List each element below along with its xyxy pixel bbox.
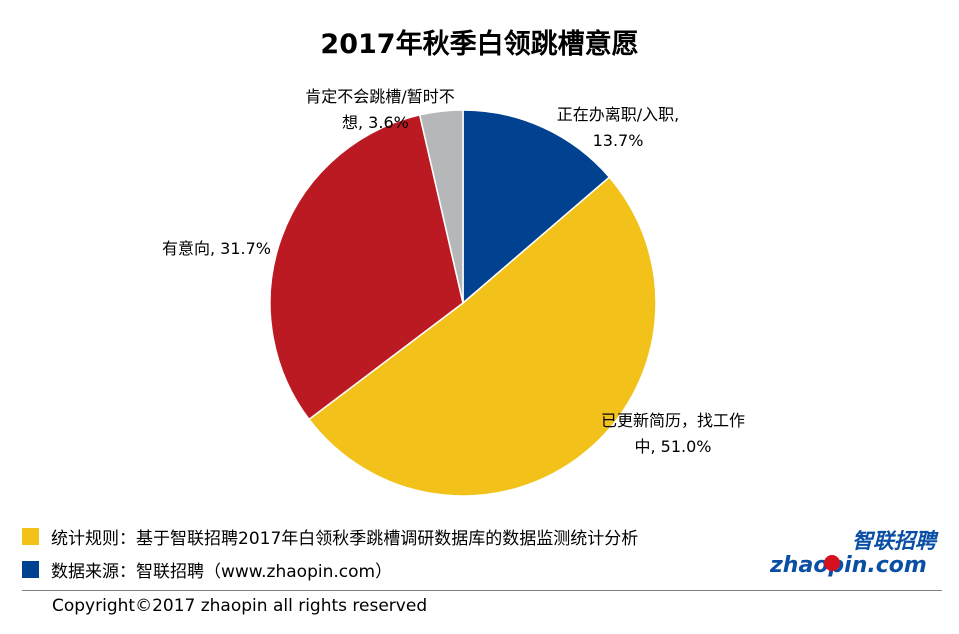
slice-label-leaving: 正在办离职/入职, 13.7%	[556, 105, 680, 150]
legend-text-stat-rule: 统计规则：基于智联招聘2017年白领秋季跳槽调研数据库的数据监测统计分析	[51, 528, 639, 549]
pie-slice-leaving	[462, 109, 611, 305]
chart-title: 2017年秋季白领跳槽意愿	[320, 29, 639, 60]
logo-chinese-text: 智联招聘	[852, 529, 939, 553]
legend-swatch-yellow	[22, 527, 39, 545]
pie-slice-intending	[269, 114, 464, 421]
legend-stat-rule: 统计规则：基于智联招聘2017年白领秋季跳槽调研数据库的数据监测统计分析	[22, 524, 639, 549]
logo-english-text: zhaopin.com	[770, 553, 927, 578]
slice-label-resume-updated: 已更新简历，找工作 中, 51.0%	[600, 411, 745, 456]
copyright-text: Copyright©2017 zhaopin all rights reserv…	[52, 596, 428, 616]
logo-red-dot-icon	[824, 555, 840, 571]
pie-slice-not-leaving	[418, 109, 464, 304]
zhaopin-logo: 智联招聘 zhaopin.com	[770, 529, 939, 578]
footer-divider	[22, 590, 942, 591]
pie-slice-resume-updated	[307, 176, 657, 497]
legend-swatch-blue	[22, 560, 39, 578]
slice-label-intending: 有意向, 31.7%	[162, 239, 272, 258]
legend-text-data-source: 数据来源：智联招聘（www.zhaopin.com）	[51, 561, 393, 582]
legend-data-source: 数据来源：智联招聘（www.zhaopin.com）	[22, 557, 393, 582]
slice-label-not-leaving: 肯定不会跳槽/暂时不 想, 3.6%	[305, 87, 455, 132]
